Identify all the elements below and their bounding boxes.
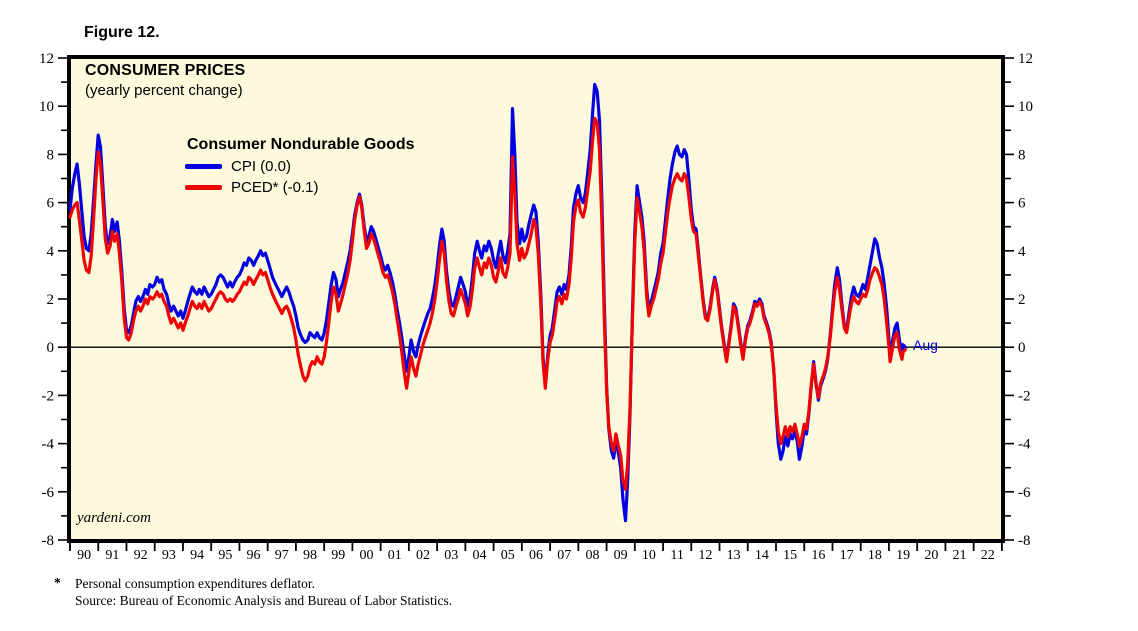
x-tick-label: 96 [247, 548, 261, 563]
x-tick-label: 02 [416, 548, 430, 563]
y-tick-label-left: 6 [47, 196, 55, 212]
x-tick-label: 20 [924, 548, 938, 563]
x-tick-label: 90 [77, 548, 91, 563]
y-tick-label-right: -2 [1018, 388, 1031, 404]
y-tick-label-left: 10 [39, 99, 54, 115]
last-point-annotation: Aug [913, 337, 938, 353]
y-tick-label-left: -8 [42, 533, 55, 549]
y-tick-label-right: -6 [1018, 485, 1031, 501]
x-tick-label: 15 [783, 548, 797, 563]
watermark-yardeni: yardeni.com [77, 510, 152, 526]
y-tick-label-right: -8 [1018, 533, 1031, 549]
y-tick-label-right: 12 [1018, 51, 1033, 67]
cpi-line-swatch [185, 163, 222, 169]
x-tick-label: 04 [472, 548, 486, 563]
footnote-marker: * [54, 575, 61, 590]
y-tick-label-right: 8 [1018, 147, 1026, 163]
legend-item-cpi: CPI (0.0) [185, 156, 291, 176]
x-tick-label: 18 [868, 548, 882, 563]
x-tick-label: 01 [388, 548, 402, 563]
x-tick-label: 12 [698, 548, 712, 563]
x-tick-label: 95 [218, 548, 232, 563]
x-tick-label: 06 [529, 548, 543, 563]
legend-item-pced: PCED* (-0.1) [185, 177, 319, 197]
x-tick-label: 11 [670, 548, 683, 563]
y-tick-label-right: 4 [1018, 244, 1026, 260]
x-tick-label: 09 [614, 548, 628, 563]
plot-frame [67, 55, 1005, 543]
y-tick-label-right: 0 [1018, 340, 1026, 356]
footnote-line-2: Source: Bureau of Economic Analysis and … [75, 593, 453, 608]
y-tick-label-right: 2 [1018, 292, 1026, 308]
x-tick-label: 00 [360, 548, 374, 563]
x-tick-label: 22 [981, 548, 995, 563]
x-tick-label: 98 [303, 548, 317, 563]
pced-line [68, 116, 907, 491]
x-tick-label: 94 [190, 548, 204, 563]
pced-line-swatch [185, 184, 222, 190]
y-tick-label-left: 8 [47, 147, 55, 163]
y-tick-label-left: -4 [42, 437, 55, 453]
x-tick-label: 99 [331, 548, 345, 563]
y-tick-label-right: -4 [1018, 437, 1031, 453]
chart-subtitle: (yearly percent change) [85, 82, 243, 99]
x-tick-label: 05 [501, 548, 515, 563]
y-tick-label-left: -6 [42, 485, 55, 501]
y-tick-label-right: 10 [1018, 99, 1033, 115]
legend-label-pced: PCED* (-0.1) [231, 178, 319, 196]
y-tick-label-left: 12 [39, 51, 54, 67]
y-tick-label-left: -2 [42, 388, 55, 404]
y-tick-label-left: 2 [47, 292, 55, 308]
x-tick-label: 16 [811, 548, 825, 563]
x-tick-label: 08 [585, 548, 599, 563]
chart-title: CONSUMER PRICES [85, 62, 246, 79]
x-tick-label: 07 [557, 548, 571, 563]
legend-label-cpi: CPI (0.0) [231, 157, 292, 175]
x-tick-label: 03 [444, 548, 458, 563]
x-tick-label: 17 [840, 548, 854, 563]
x-tick-label: 91 [105, 548, 119, 563]
legend-title: Consumer Nondurable Goods [187, 136, 415, 153]
y-tick-label-left: 4 [47, 244, 55, 260]
x-tick-label: 19 [896, 548, 910, 563]
y-tick-label-left: 0 [47, 340, 55, 356]
y-tick-label-right: 6 [1018, 196, 1026, 212]
x-tick-label: 92 [134, 548, 148, 563]
x-tick-label: 97 [275, 548, 289, 563]
x-tick-label: 14 [755, 548, 769, 563]
figure-title: Figure 12. [84, 24, 160, 41]
x-tick-label: 21 [953, 548, 967, 563]
x-tick-label: 93 [162, 548, 176, 563]
footnote-line-1: Personal consumption expenditures deflat… [75, 576, 315, 591]
footnote: * Personal consumption expenditures defl… [54, 575, 452, 609]
x-tick-label: 13 [727, 548, 741, 563]
x-tick-label: 10 [642, 548, 656, 563]
